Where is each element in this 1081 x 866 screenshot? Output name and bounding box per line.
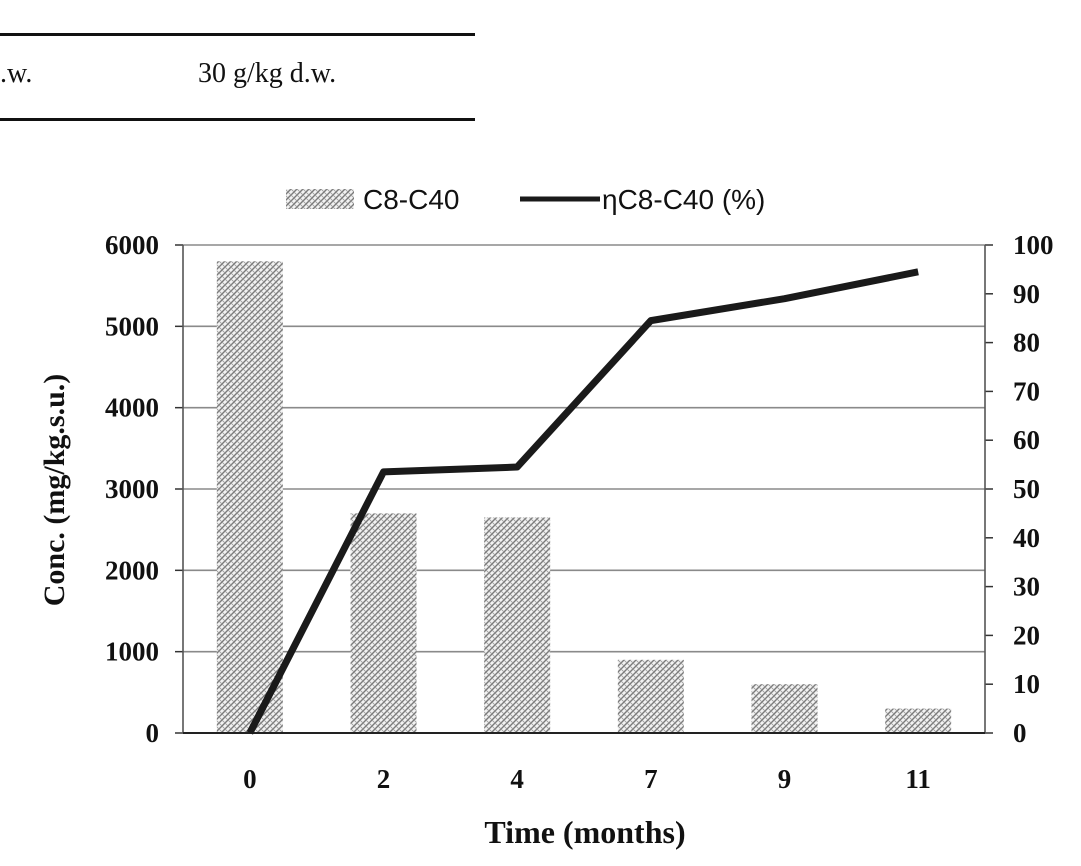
bar [751, 684, 818, 733]
y2-tick-label: 50 [1013, 474, 1040, 504]
table-rule-top [0, 33, 475, 36]
y2-tick-label: 10 [1013, 669, 1040, 699]
y2-tick-label: 90 [1013, 279, 1040, 309]
y-tick-label: 2000 [105, 555, 159, 585]
y-axis-title: Conc. (mg/kg.s.u.) [38, 374, 71, 607]
x-axis-title: Time (months) [484, 814, 685, 850]
y2-tick-label: 70 [1013, 376, 1040, 406]
x-tick-label: 4 [510, 764, 524, 794]
y2-tick-label: 20 [1013, 620, 1040, 650]
bar [617, 659, 684, 733]
line-series [246, 268, 919, 735]
legend-bar-label: C8-C40 [363, 184, 459, 215]
x-tick-label: 0 [243, 764, 257, 794]
y2-tick-label: 100 [1013, 230, 1054, 260]
tick-labels: 0100020003000400050006000010203040506070… [105, 230, 1054, 794]
table-fragment: .w. 30 g/kg d.w. [0, 0, 480, 125]
y2-tick-label: 60 [1013, 425, 1040, 455]
bar [216, 261, 283, 733]
line-series-path [246, 268, 919, 735]
x-tick-label: 9 [778, 764, 792, 794]
legend-line-label: ηC8-C40 (%) [602, 184, 765, 215]
y-tick-label: 4000 [105, 393, 159, 423]
y-tick-label: 0 [146, 718, 160, 748]
y2-tick-label: 40 [1013, 523, 1040, 553]
table-cell-unit: .w. [0, 58, 33, 89]
bar [350, 513, 417, 733]
axes [175, 244, 993, 734]
y2-tick-label: 80 [1013, 328, 1040, 358]
table-cell-value: 30 g/kg d.w. [198, 58, 337, 89]
y-tick-label: 1000 [105, 637, 159, 667]
x-tick-label: 7 [644, 764, 658, 794]
y2-tick-label: 30 [1013, 572, 1040, 602]
bar [885, 708, 952, 733]
x-tick-label: 2 [377, 764, 391, 794]
bar-series [216, 261, 952, 733]
gridlines [183, 244, 985, 653]
x-tick-label: 11 [905, 764, 931, 794]
y-tick-label: 5000 [105, 311, 159, 341]
table-rule-bottom [0, 118, 475, 121]
y-tick-label: 6000 [105, 230, 159, 260]
legend-bar-swatch [286, 189, 354, 209]
y2-tick-label: 0 [1013, 718, 1027, 748]
y-tick-label: 3000 [105, 474, 159, 504]
bar [484, 517, 551, 733]
legend: C8-C40 ηC8-C40 (%) [286, 184, 765, 215]
